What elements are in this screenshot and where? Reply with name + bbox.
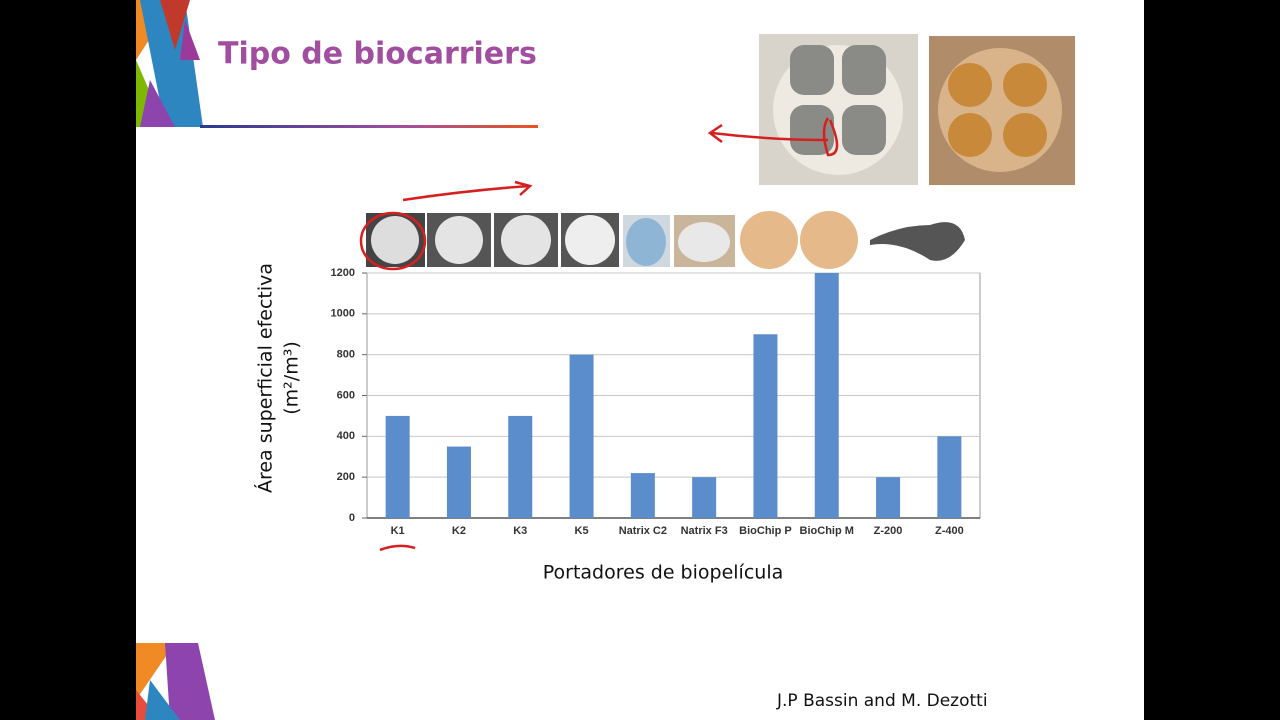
x-tick-label: K5: [575, 525, 589, 537]
y-tick-label: 800: [337, 349, 355, 361]
x-axis-title: Portadores de biopelícula: [543, 562, 784, 584]
bar: [446, 446, 471, 518]
x-tick-label: K2: [452, 525, 466, 537]
annotations: [359, 117, 839, 552]
bar: [937, 436, 962, 518]
x-tick-label: K3: [513, 525, 527, 537]
chart: 0 200 400 600 800 1000 1200 K1 K2 K3 K5 Natrix C2 Na…: [254, 263, 981, 584]
bar: [753, 334, 778, 518]
title-underline: [200, 125, 538, 128]
x-tick-label: BioChip P: [739, 525, 792, 537]
credit: J.P Bassin and M. Dezotti: [776, 691, 988, 711]
y-tick-label: 1200: [331, 267, 355, 279]
y-tick-label: 600: [337, 389, 355, 401]
bar: [630, 473, 655, 518]
y-tick-label: 400: [337, 430, 355, 442]
corner-decoration: [136, 0, 215, 720]
x-tick-label: Natrix C2: [619, 525, 667, 537]
y-axis-title: Área superficial efectiva: [254, 263, 277, 493]
x-tick-label: Z-400: [935, 525, 964, 537]
bar: [692, 477, 717, 518]
y-axis-title: (m²/m³): [281, 341, 303, 414]
x-tick-label: BioChip M: [800, 525, 854, 537]
y-tick-label: 0: [349, 512, 355, 524]
x-tick-label: Z-200: [874, 525, 903, 537]
y-tick-label: 200: [337, 471, 355, 483]
bar: [385, 415, 410, 518]
y-tick-label: 1000: [331, 308, 355, 320]
bar: [569, 354, 594, 518]
x-tick-label: Natrix F3: [681, 525, 728, 537]
slide-title: Tipo de biocarriers: [218, 37, 537, 72]
x-tick-label: K1: [391, 525, 405, 537]
bar: [814, 273, 839, 518]
photos: [366, 34, 1075, 269]
bar: [876, 477, 901, 518]
bar: [508, 415, 533, 518]
